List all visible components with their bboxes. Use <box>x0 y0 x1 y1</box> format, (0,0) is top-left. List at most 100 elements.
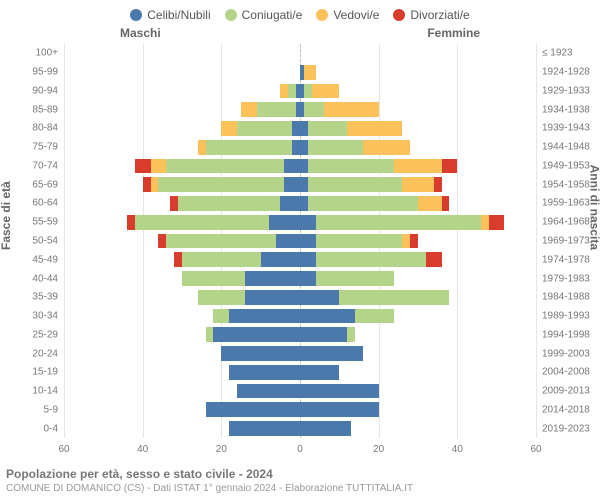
bar-segment <box>442 196 450 211</box>
legend-swatch <box>393 9 405 21</box>
x-tick: 20 <box>216 444 227 455</box>
bar-male <box>64 46 300 61</box>
bar-segment <box>288 84 296 99</box>
bar-female <box>300 102 536 117</box>
age-label: 20-24 <box>32 348 64 359</box>
chart-legend: Celibi/NubiliConiugati/eVedovi/eDivorzia… <box>0 0 600 24</box>
gender-headers: Maschi Femmine <box>0 26 600 40</box>
bar-segment <box>300 159 308 174</box>
bar-male <box>64 159 300 174</box>
bar-segment <box>300 140 308 155</box>
legend-item: Divorziati/e <box>393 8 469 22</box>
bar-female <box>300 309 536 324</box>
bar-female <box>300 365 536 380</box>
x-axis: 6040200204060 <box>64 444 536 460</box>
legend-label: Vedovi/e <box>333 8 379 22</box>
age-label: 45-49 <box>32 254 64 265</box>
bar-segment <box>166 234 276 249</box>
birth-year-label: 1929-1933 <box>536 85 590 96</box>
pyramid-row: 60-641959-1963 <box>64 194 536 213</box>
bar-segment <box>300 384 379 399</box>
bar-segment <box>237 384 300 399</box>
bar-segment <box>135 159 151 174</box>
bar-male <box>64 309 300 324</box>
pyramid-row: 0-42019-2023 <box>64 419 536 438</box>
bar-female <box>300 215 536 230</box>
x-tick: 60 <box>530 444 541 455</box>
bar-segment <box>339 290 449 305</box>
bar-segment <box>237 121 292 136</box>
bar-segment <box>363 140 410 155</box>
birth-year-label: ≤ 1923 <box>536 48 573 59</box>
x-tick: 20 <box>373 444 384 455</box>
birth-year-label: 1969-1973 <box>536 235 590 246</box>
bar-segment <box>182 271 245 286</box>
bar-segment <box>206 402 300 417</box>
bar-segment <box>151 177 159 192</box>
pyramid-row: 40-441979-1983 <box>64 269 536 288</box>
pyramid-row: 30-341989-1993 <box>64 307 536 326</box>
bar-segment <box>127 215 135 230</box>
bar-segment <box>402 177 433 192</box>
pyramid-row: 50-541969-1973 <box>64 232 536 251</box>
bar-segment <box>316 215 481 230</box>
bar-segment <box>312 84 340 99</box>
bar-segment <box>280 196 300 211</box>
pyramid-row: 55-591964-1968 <box>64 213 536 232</box>
bar-segment <box>151 159 167 174</box>
bar-male <box>64 271 300 286</box>
birth-year-label: 1989-1993 <box>536 311 590 322</box>
bar-segment <box>300 402 379 417</box>
bar-female <box>300 290 536 305</box>
age-label: 60-64 <box>32 198 64 209</box>
bar-male <box>64 84 300 99</box>
bar-segment <box>135 215 269 230</box>
bar-segment <box>394 159 441 174</box>
pyramid-row: 70-741949-1953 <box>64 157 536 176</box>
bar-female <box>300 140 536 155</box>
birth-year-label: 1964-1968 <box>536 217 590 228</box>
bar-segment <box>304 84 312 99</box>
x-tick: 40 <box>137 444 148 455</box>
bar-segment <box>300 421 351 436</box>
pyramid-chart: Celibi/NubiliConiugati/eVedovi/eDivorzia… <box>0 0 600 500</box>
bar-segment <box>308 177 402 192</box>
bar-female <box>300 121 536 136</box>
bar-segment <box>292 121 300 136</box>
age-label: 95-99 <box>32 67 64 78</box>
bar-male <box>64 177 300 192</box>
bar-female <box>300 252 536 267</box>
legend-swatch <box>225 9 237 21</box>
bar-male <box>64 290 300 305</box>
legend-item: Celibi/Nubili <box>130 8 210 22</box>
birth-year-label: 1949-1953 <box>536 160 590 171</box>
bar-segment <box>300 196 308 211</box>
bar-male <box>64 196 300 211</box>
bar-segment <box>221 346 300 361</box>
bar-female <box>300 402 536 417</box>
bar-segment <box>269 215 300 230</box>
legend-swatch <box>316 9 328 21</box>
pyramid-row: 15-192004-2008 <box>64 363 536 382</box>
bar-segment <box>158 234 166 249</box>
bar-female <box>300 46 536 61</box>
bar-segment <box>300 252 316 267</box>
footer-title: Popolazione per età, sesso e stato civil… <box>6 467 594 481</box>
bar-segment <box>418 196 442 211</box>
birth-year-label: 1944-1948 <box>536 142 590 153</box>
bar-segment <box>300 365 339 380</box>
bar-segment <box>158 177 284 192</box>
pyramid-row: 95-991924-1928 <box>64 63 536 82</box>
bar-segment <box>300 121 308 136</box>
age-label: 100+ <box>35 48 64 59</box>
birth-year-label: 1954-1958 <box>536 179 590 190</box>
bar-female <box>300 177 536 192</box>
age-label: 75-79 <box>32 142 64 153</box>
pyramid-row: 35-391984-1988 <box>64 288 536 307</box>
age-label: 30-34 <box>32 311 64 322</box>
plot-area: 100+≤ 192395-991924-192890-941929-193385… <box>64 44 536 438</box>
pyramid-row: 65-691954-1958 <box>64 175 536 194</box>
bar-male <box>64 402 300 417</box>
bar-male <box>64 121 300 136</box>
bar-segment <box>426 252 442 267</box>
